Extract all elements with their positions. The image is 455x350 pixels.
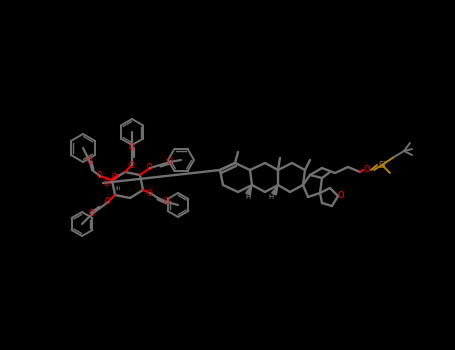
Text: O: O bbox=[97, 172, 103, 181]
Text: O: O bbox=[364, 166, 370, 175]
Text: O: O bbox=[129, 144, 135, 153]
Text: O: O bbox=[87, 158, 93, 167]
Polygon shape bbox=[246, 185, 252, 195]
Text: H: H bbox=[268, 194, 273, 200]
Text: O: O bbox=[338, 191, 344, 201]
Text: O: O bbox=[129, 161, 135, 169]
Text: O: O bbox=[167, 158, 173, 167]
Text: O: O bbox=[147, 163, 153, 173]
Text: iii: iii bbox=[116, 186, 121, 190]
Text: Si: Si bbox=[378, 161, 386, 169]
Polygon shape bbox=[272, 185, 278, 195]
Text: O: O bbox=[112, 173, 118, 182]
Text: O: O bbox=[147, 189, 153, 197]
Text: O: O bbox=[104, 178, 110, 188]
Text: O: O bbox=[105, 197, 111, 206]
Text: H: H bbox=[245, 194, 251, 200]
Text: O: O bbox=[89, 210, 95, 218]
Text: O: O bbox=[164, 197, 170, 206]
